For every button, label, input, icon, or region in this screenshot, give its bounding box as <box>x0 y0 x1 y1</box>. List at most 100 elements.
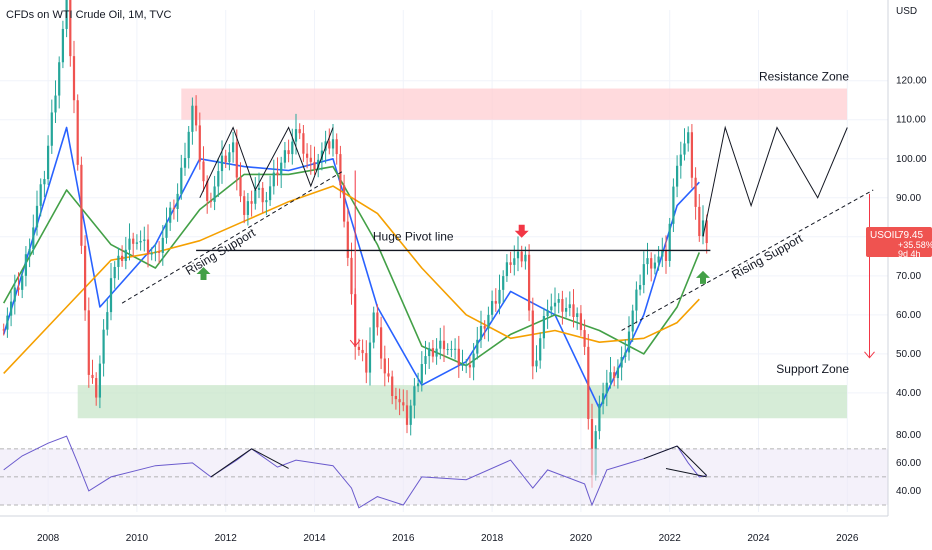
candle-body <box>361 349 364 354</box>
candle-body <box>46 145 50 180</box>
candle-body <box>346 221 349 258</box>
candle-body <box>180 167 183 194</box>
time-tick-label: 2010 <box>126 533 149 544</box>
candle-body <box>416 383 420 387</box>
candle-body <box>535 360 538 367</box>
candle-body <box>646 258 649 265</box>
candle-body <box>601 393 605 404</box>
candle-body <box>154 251 157 254</box>
candle-body <box>668 223 671 261</box>
candle-body <box>620 356 623 368</box>
candle-body <box>317 159 320 170</box>
candle-body <box>102 329 105 364</box>
candle-body <box>472 353 475 368</box>
support-zone-label: Support Zone <box>776 362 849 376</box>
candle-body <box>91 374 94 379</box>
candle-body <box>109 278 113 313</box>
price-badge-change: +35.58% <box>898 240 932 250</box>
candle-body <box>117 255 120 267</box>
candle-body <box>69 0 72 57</box>
candle-body <box>287 150 290 155</box>
candle-body <box>635 289 638 311</box>
time-tick-label: 2020 <box>570 533 593 544</box>
candle-body <box>246 201 250 215</box>
pivot-down-arrow-icon <box>514 224 529 238</box>
candle-body <box>280 162 283 176</box>
candle-body <box>150 253 153 255</box>
rsi-trendline <box>676 445 708 476</box>
candle-body <box>350 257 353 295</box>
price-tick-label: 90.00 <box>896 193 921 204</box>
candle-body <box>342 185 346 222</box>
price-tick-label: 70.00 <box>896 271 921 282</box>
candle-body <box>357 346 361 350</box>
candle-body <box>505 262 509 277</box>
candle-body <box>442 340 446 350</box>
candle-body <box>191 105 194 132</box>
rsi-tick-label: 80.00 <box>896 430 921 441</box>
rsi-tick-label: 60.00 <box>896 458 921 469</box>
candle-body <box>187 131 190 158</box>
candle-body <box>83 245 87 311</box>
candle-body <box>490 301 494 315</box>
candle-body <box>527 254 531 311</box>
candle-body <box>76 100 79 165</box>
candle-body <box>564 308 568 312</box>
candle-body <box>106 312 109 330</box>
candle-body <box>61 28 65 63</box>
candle-body <box>413 386 416 406</box>
candle-body <box>183 157 187 168</box>
candle-body <box>243 196 246 215</box>
chart-title: CFDs on WTI Crude Oil, 1M, TVC <box>6 9 171 21</box>
rsi-tick-label: 40.00 <box>896 486 921 497</box>
candle-body <box>661 250 664 257</box>
candle-body <box>206 181 209 201</box>
moving-average-line <box>3 185 700 374</box>
candle-body <box>424 356 427 365</box>
candle-body <box>583 330 586 347</box>
candle-body <box>587 346 590 420</box>
candle-body <box>376 312 379 328</box>
candle-body <box>402 402 405 406</box>
candle-body <box>268 186 272 201</box>
candle-body <box>72 56 76 101</box>
candle-body <box>250 201 253 204</box>
time-tick-label: 2026 <box>836 533 859 544</box>
candle-body <box>664 250 668 261</box>
candle-body <box>609 372 612 383</box>
rising-support-line <box>121 170 345 304</box>
candle-body <box>283 150 287 163</box>
candle-body <box>476 339 479 354</box>
rsi-trendline <box>643 445 678 460</box>
candle-body <box>679 154 682 166</box>
candle-body <box>372 312 375 343</box>
candle-body <box>272 172 275 187</box>
up-arrow-icon <box>696 270 710 284</box>
rsi-trendline <box>210 448 252 478</box>
candle-body <box>557 299 560 303</box>
candle-body <box>220 155 224 172</box>
candle-body <box>605 382 608 394</box>
candle-body <box>217 171 220 187</box>
candle-body <box>32 227 35 250</box>
rsi-trendline <box>665 468 707 478</box>
candle-body <box>439 340 442 349</box>
candle-body <box>65 0 68 29</box>
candle-body <box>9 301 13 316</box>
candle-body <box>468 364 472 368</box>
candle-body <box>446 349 449 351</box>
candle-body <box>235 142 238 178</box>
candle-body <box>265 200 268 203</box>
candle-body <box>409 405 412 425</box>
moving-average-line <box>3 165 701 367</box>
time-tick-label: 2014 <box>303 533 326 544</box>
candle-body <box>2 329 5 331</box>
time-tick-label: 2016 <box>392 533 415 544</box>
candle-body <box>339 154 342 186</box>
candle-body <box>132 238 135 244</box>
candle-body <box>598 403 601 432</box>
historical-zigzag <box>199 126 334 199</box>
price-badge-symbol: USOIL <box>870 230 900 241</box>
candle-body <box>701 220 705 237</box>
candle-body <box>494 301 497 304</box>
